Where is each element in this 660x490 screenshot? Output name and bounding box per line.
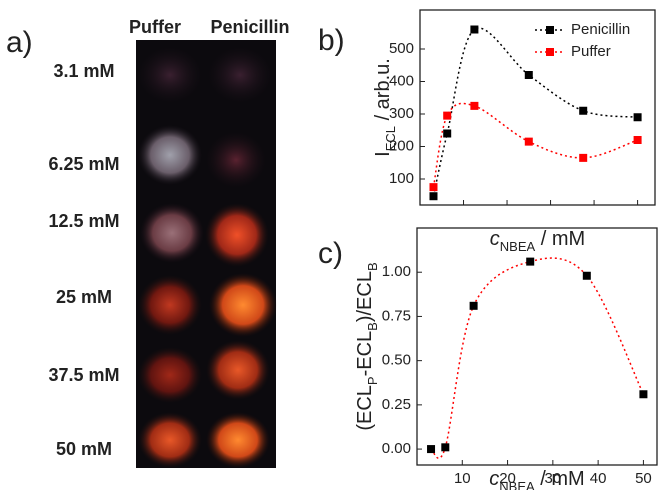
- legend-marker: [546, 48, 554, 56]
- axis-label-part: / mM: [535, 468, 585, 490]
- legend-label: Puffer: [571, 43, 611, 60]
- panel-label: b): [318, 24, 345, 57]
- point: [579, 153, 588, 162]
- axis-label-part: -ECL: [354, 331, 376, 377]
- axis-label-part: c: [490, 228, 500, 250]
- y-tick-label: 200: [389, 137, 414, 154]
- axis-label-part: / arb.u.: [372, 58, 394, 126]
- point: [470, 25, 479, 34]
- x-tick-label: 10: [454, 470, 471, 487]
- spot: [209, 273, 277, 337]
- axis-label-part: (ECL: [354, 385, 376, 431]
- point: [469, 301, 478, 310]
- row-label: 50 mM: [56, 439, 112, 459]
- spot: [138, 125, 202, 185]
- plot-frame: [416, 227, 658, 466]
- axis-label-part: NBEA: [499, 479, 535, 490]
- spot: [208, 47, 272, 103]
- axis-label-part: I: [372, 151, 394, 157]
- point: [526, 257, 535, 266]
- axis-label-part: B: [365, 262, 380, 271]
- axis-label-part: NBEA: [500, 239, 536, 254]
- axis-label-part: / mM: [535, 228, 585, 250]
- column-label: Penicillin: [210, 17, 289, 37]
- row-label: 6.25 mM: [48, 154, 119, 174]
- point: [524, 137, 533, 146]
- x-tick-label: 50: [635, 470, 652, 487]
- y-tick-label: 1.00: [382, 263, 411, 280]
- axis-label: IECL / arb.u.: [372, 58, 398, 157]
- point: [639, 390, 648, 399]
- panel-label: a): [6, 26, 33, 59]
- point: [579, 106, 588, 115]
- x-tick-label: 40: [590, 470, 607, 487]
- point: [470, 101, 479, 110]
- point: [633, 113, 642, 122]
- y-tick-label: 500: [389, 40, 414, 57]
- point: [429, 192, 438, 201]
- x-tick-label: 20: [499, 470, 516, 487]
- point: [441, 443, 450, 452]
- plot-frame: [419, 9, 656, 206]
- row-label: 3.1 mM: [53, 61, 114, 81]
- panel-label: c): [318, 237, 343, 270]
- spot: [206, 340, 270, 400]
- axis-label-part: ECL: [383, 126, 398, 151]
- y-tick-label: 400: [389, 72, 414, 89]
- point: [429, 183, 438, 192]
- spot: [138, 347, 202, 403]
- legend-marker: [546, 26, 554, 34]
- spot: [205, 203, 269, 267]
- axis-label: cNBEA / mM: [490, 228, 585, 254]
- spot: [206, 132, 266, 188]
- point: [443, 129, 452, 138]
- row-label: 12.5 mM: [48, 211, 119, 231]
- spot: [206, 412, 270, 468]
- y-tick-label: 100: [389, 170, 414, 187]
- point: [524, 71, 533, 79]
- column-label: Puffer: [129, 17, 181, 37]
- spot: [138, 275, 202, 335]
- spot: [138, 47, 202, 103]
- point: [443, 111, 452, 120]
- spot: [140, 203, 204, 263]
- axis-label-part: B: [365, 322, 380, 331]
- point: [633, 136, 642, 144]
- axis-label: (ECLP-ECLB)/ECLB: [354, 262, 380, 430]
- point: [427, 445, 436, 454]
- axis-label: cNBEA / mM: [489, 468, 584, 490]
- y-tick-label: 0.75: [382, 307, 411, 324]
- axis-label-part: P: [365, 376, 380, 385]
- x-tick-label: 30: [545, 470, 562, 487]
- row-label: 37.5 mM: [48, 365, 119, 385]
- y-tick-label: 0.25: [382, 396, 411, 413]
- spot: [138, 412, 202, 468]
- axis-label-part: )/ECL: [354, 271, 376, 322]
- y-tick-label: 0.50: [382, 352, 411, 369]
- photo-panel: a) Puffer Penicillin 3.1 mM 6.25 mM 12.5…: [6, 17, 290, 468]
- row-label: 25 mM: [56, 287, 112, 307]
- axis-label-part: c: [489, 468, 499, 490]
- y-tick-label: 0.00: [382, 440, 411, 457]
- point: [582, 271, 591, 280]
- legend-label: Penicillin: [571, 21, 630, 38]
- y-tick-label: 300: [389, 105, 414, 122]
- fit-curve: [430, 257, 645, 460]
